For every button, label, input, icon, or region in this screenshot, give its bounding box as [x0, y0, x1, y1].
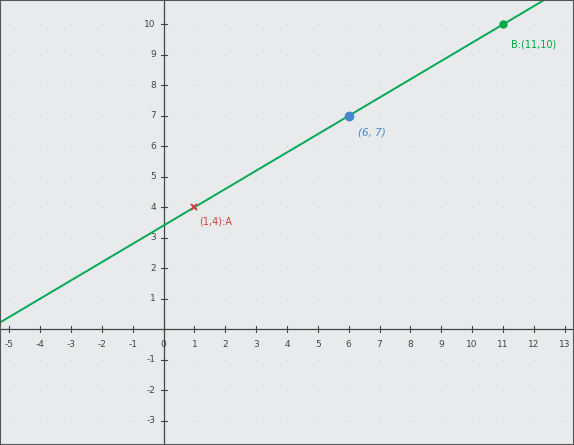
Text: 4: 4	[284, 340, 290, 349]
Text: 1: 1	[150, 294, 156, 303]
Text: -4: -4	[36, 340, 45, 349]
Text: 13: 13	[559, 340, 571, 349]
Text: 1: 1	[192, 340, 197, 349]
Text: -1: -1	[128, 340, 137, 349]
Text: 10: 10	[467, 340, 478, 349]
Text: -3: -3	[147, 416, 156, 425]
Text: 0: 0	[161, 340, 166, 349]
Text: -1: -1	[147, 355, 156, 364]
Text: 2: 2	[223, 340, 228, 349]
Text: 7: 7	[150, 111, 156, 120]
Text: (6, 7): (6, 7)	[358, 128, 386, 138]
Text: 8: 8	[408, 340, 413, 349]
Text: -5: -5	[5, 340, 14, 349]
Text: 9: 9	[439, 340, 444, 349]
Text: 8: 8	[150, 81, 156, 90]
Text: 3: 3	[150, 233, 156, 242]
Text: 6: 6	[150, 142, 156, 151]
Text: -3: -3	[67, 340, 75, 349]
Text: 12: 12	[528, 340, 540, 349]
Text: (1,4):A: (1,4):A	[199, 216, 232, 226]
Text: B:(11,10): B:(11,10)	[511, 39, 556, 49]
Text: 7: 7	[377, 340, 382, 349]
Text: 6: 6	[346, 340, 352, 349]
Text: 5: 5	[315, 340, 321, 349]
Text: 4: 4	[150, 203, 156, 212]
Text: 3: 3	[253, 340, 259, 349]
Text: 10: 10	[144, 20, 156, 29]
Text: 9: 9	[150, 50, 156, 59]
Text: 11: 11	[497, 340, 509, 349]
Text: 5: 5	[150, 172, 156, 181]
Text: -2: -2	[98, 340, 106, 349]
Text: 2: 2	[150, 264, 156, 273]
Text: -2: -2	[147, 386, 156, 395]
